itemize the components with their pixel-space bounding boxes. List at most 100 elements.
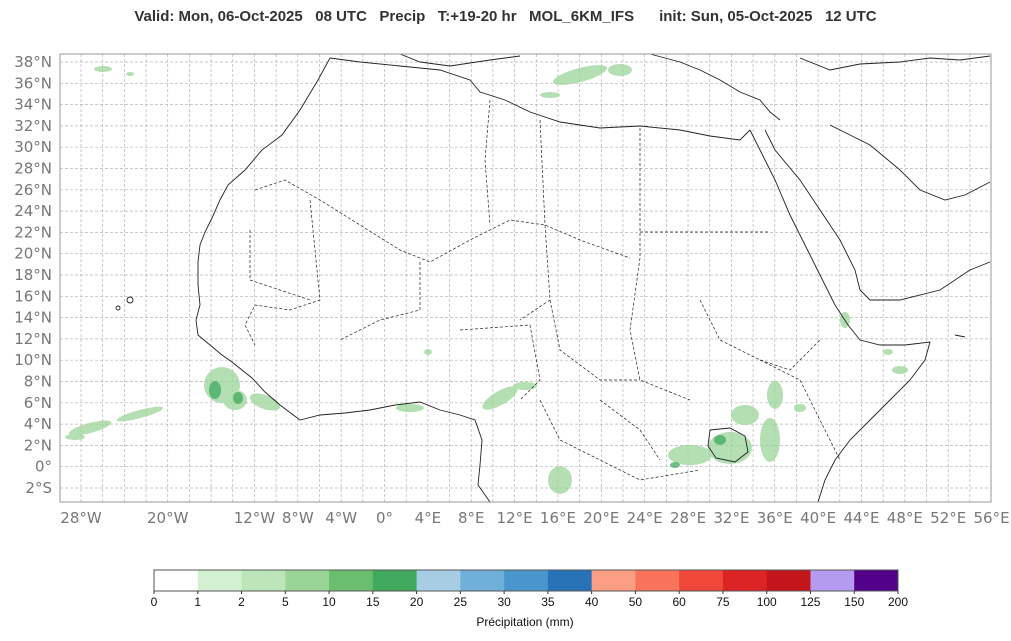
colorbar-segment [154, 570, 199, 591]
lon-label: 28°E [670, 509, 706, 527]
precip-core [209, 381, 221, 399]
lon-label: 12°E [497, 509, 533, 527]
colorbar-tick-label: 0 [151, 595, 158, 609]
precip-patch [482, 386, 518, 410]
colorbar-tick-label: 30 [497, 595, 511, 609]
lat-label: 36°N [14, 74, 52, 92]
lon-label: 32°E [713, 509, 749, 527]
precip-patch [767, 381, 783, 409]
lon-label: 0° [376, 509, 393, 527]
colorbar-title: Précipitation (mm) [476, 615, 573, 629]
country-borders [244, 99, 841, 481]
colorbar-tick-label: 25 [454, 595, 468, 609]
lat-label: 0° [35, 458, 52, 476]
colorbar-segment [635, 570, 680, 591]
colorbar-segment [679, 570, 724, 591]
lat-label: 26°N [14, 181, 52, 199]
colorbar-tick-label: 2 [238, 595, 245, 609]
colorbar-segment [810, 570, 855, 591]
precip-patch [731, 405, 759, 425]
colorbar-tick-label: 60 [672, 595, 686, 609]
lat-label: 16°N [14, 287, 52, 305]
colorbar-segment [416, 570, 461, 591]
colorbar-tick-label: 35 [541, 595, 555, 609]
precip-patch [608, 64, 632, 76]
lat-label: 6°N [24, 394, 52, 412]
precip-patch [249, 393, 281, 411]
longitude-labels: 28°W 20°W 12°W 8°W 4°W 0° 4°E 8°E 12°E 16°E 20°E 24… [60, 509, 1009, 527]
lat-label: 18°N [14, 266, 52, 284]
lat-label: 32°N [14, 117, 52, 135]
colorbar-tick-label: 125 [800, 595, 820, 609]
precip-patch [760, 418, 780, 462]
map-background [60, 54, 991, 502]
lat-label: 24°N [14, 202, 52, 220]
colorbar-tick-label: 20 [410, 595, 424, 609]
colorbar-segment [460, 570, 505, 591]
colorbar-tick-label: 75 [716, 595, 730, 609]
colorbar-segment [197, 570, 243, 591]
chart-title: Valid: Mon, 06-Oct-2025 08 UTC Precip T:… [134, 8, 877, 25]
colorbar-outline [153, 569, 899, 592]
lon-label: 56°E [974, 509, 1010, 527]
lon-label: 28°W [60, 509, 102, 527]
precipitation-layer [65, 64, 908, 494]
precip-patch [126, 72, 134, 76]
precip-patch [668, 445, 712, 465]
lon-label: 12°W [234, 509, 276, 527]
lon-label: 44°E [843, 509, 879, 527]
lat-label: 12°N [14, 330, 52, 348]
precip-patch [548, 466, 572, 494]
lat-label: 34°N [14, 96, 52, 114]
lon-label: 24°E [627, 509, 663, 527]
precip-patch [540, 92, 560, 98]
colorbar-tick-label: 50 [629, 595, 643, 609]
lat-label: 20°N [14, 245, 52, 263]
lon-label: 4°E [415, 509, 442, 527]
lon-label: 8°W [282, 509, 314, 527]
colorbar-segment [547, 570, 593, 591]
precip-core [233, 392, 243, 404]
precip-patch [794, 404, 806, 412]
colorbar-segment [504, 570, 549, 591]
precip-patch [552, 65, 608, 85]
lat-label: 2°N [24, 436, 52, 454]
lon-label: 40°E [800, 509, 836, 527]
lat-label: 14°N [14, 309, 52, 327]
colorbar-tick-label: 150 [844, 595, 864, 609]
lon-label: 20°W [147, 509, 189, 527]
precip-patch [883, 349, 893, 355]
lon-label: 36°E [757, 509, 793, 527]
colorbar-tick-label: 1 [194, 595, 201, 609]
precip-patch [424, 349, 432, 355]
precip-patch [94, 66, 112, 72]
colorbar-tick-label: 5 [282, 595, 289, 609]
lat-label: 22°N [14, 223, 52, 241]
precip-patch [892, 366, 908, 374]
lon-label: 48°E [887, 509, 923, 527]
precip-patch [68, 420, 112, 436]
lat-label: 28°N [14, 160, 52, 178]
colorbar-segment [766, 570, 811, 591]
colorbar: 0 1 2 5 10 15 20 25 30 35 40 50 60 75 100 125 150 200 [151, 569, 908, 609]
lat-label: 8°N [24, 373, 52, 391]
colorbar-tick-label: 200 [888, 595, 908, 609]
colorbar-segment [854, 570, 899, 591]
lon-label: 16°E [540, 509, 576, 527]
lat-label: 30°N [14, 138, 52, 156]
map-frame [59, 53, 992, 503]
colorbar-tick-label: 100 [757, 595, 777, 609]
precip-patch [116, 406, 164, 422]
coastlines [115, 53, 991, 503]
latitude-labels: 38°N 36°N 34°N 32°N 30°N 28°N 26°N 24°N 22°N 20°N… [14, 53, 52, 497]
lat-label: 4°N [24, 415, 52, 433]
colorbar-segment [591, 570, 636, 591]
lon-label: 4°W [325, 509, 357, 527]
colorbar-segment [241, 570, 286, 591]
colorbar-tick-label: 15 [366, 595, 380, 609]
precip-core [714, 435, 726, 445]
precip-patch [513, 382, 537, 390]
lon-label: 20°E [583, 509, 619, 527]
colorbar-segment [372, 570, 418, 591]
